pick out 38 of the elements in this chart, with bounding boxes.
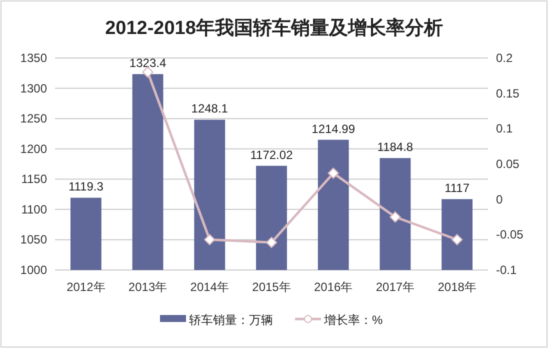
y-tick-label: 1250 <box>20 112 48 126</box>
point <box>204 234 216 246</box>
legend-label: 轿车销量：万辆 <box>189 313 273 327</box>
x-tick-label: 2012年 <box>66 280 106 294</box>
x-tick-label: 2018年 <box>438 280 476 294</box>
y2-tick-label: 0 <box>496 192 503 206</box>
y2-tick-label: -0.1 <box>496 263 518 277</box>
point <box>266 236 278 248</box>
chart-title: 2012-2018年我国轿车销量及增长率分析 <box>105 17 443 39</box>
y2-tick-label: 0.05 <box>496 157 520 171</box>
data-label: 1184.8 <box>377 140 414 154</box>
x-tick-label: 2017年 <box>376 280 415 294</box>
y-tick-label: 1350 <box>20 51 48 65</box>
y-tick-label: 1150 <box>21 172 48 186</box>
point <box>328 168 339 179</box>
y-tick-label: 1300 <box>20 81 48 96</box>
x-tick-label: 2014年 <box>190 280 229 294</box>
y2-tick-label: 0.15 <box>496 86 520 100</box>
point <box>390 211 401 223</box>
y2-tick-label: 0.1 <box>496 122 514 136</box>
data-label: 1117 <box>444 181 470 196</box>
y2-tick-label: -0.05 <box>496 228 524 242</box>
x-tick-label: 2016年 <box>314 280 353 294</box>
data-label: 1172.02 <box>250 148 294 162</box>
data-label: 1323.4 <box>129 56 166 70</box>
y2-tick-label: 0.2 <box>496 51 514 65</box>
y-tick-label: 1050 <box>20 232 48 247</box>
point <box>142 66 154 78</box>
data-label: 1214.99 <box>312 122 356 136</box>
point <box>451 234 463 246</box>
y-tick-label: 1100 <box>21 202 48 216</box>
data-label: 1119.3 <box>68 180 104 194</box>
y-tick-label: 1200 <box>20 142 48 156</box>
y-tick-label: 1000 <box>20 263 48 277</box>
data-label: 1248.1 <box>191 102 228 116</box>
legend-label: 增长率：% <box>323 313 383 327</box>
x-tick-label: 2015年 <box>252 280 291 294</box>
x-tick-label: 2013年 <box>128 280 168 294</box>
